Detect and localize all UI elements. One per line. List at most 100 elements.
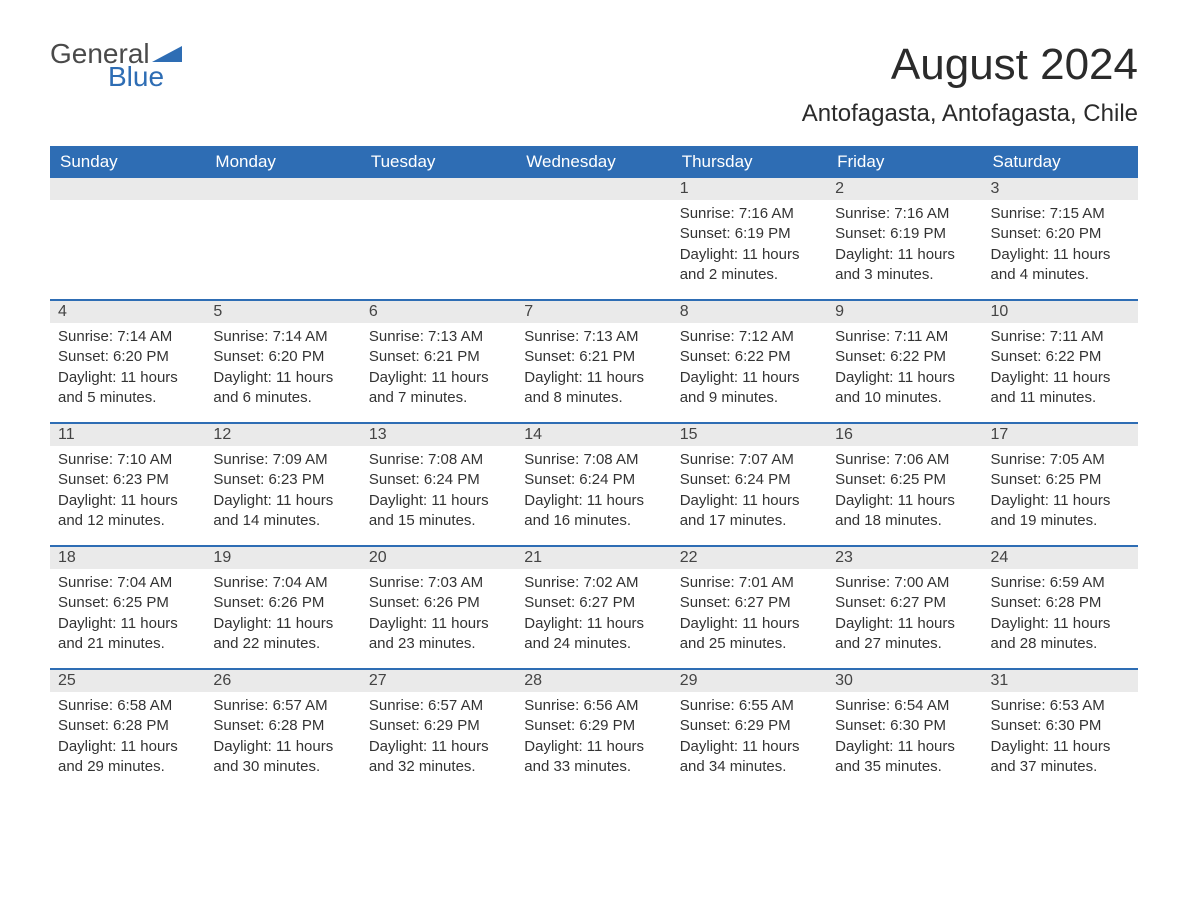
daylight-line: Daylight: 11 hours and 8 minutes. xyxy=(524,368,663,409)
calendar: Sunday Monday Tuesday Wednesday Thursday… xyxy=(50,146,1138,777)
daylight-line: Daylight: 11 hours and 2 minutes. xyxy=(680,245,819,286)
day-number: 6 xyxy=(361,301,516,323)
day-number: 27 xyxy=(361,670,516,692)
sunset-line: Sunset: 6:27 PM xyxy=(524,593,663,613)
sunset-line: Sunset: 6:24 PM xyxy=(680,470,819,490)
sunset-line: Sunset: 6:29 PM xyxy=(369,716,508,736)
daylight-line: Daylight: 11 hours and 35 minutes. xyxy=(835,737,974,778)
day-cell: 8Sunrise: 7:12 AMSunset: 6:22 PMDaylight… xyxy=(672,301,827,408)
sunrise-line: Sunrise: 7:16 AM xyxy=(835,204,974,224)
day-cell: 27Sunrise: 6:57 AMSunset: 6:29 PMDayligh… xyxy=(361,670,516,777)
daylight-line: Daylight: 11 hours and 14 minutes. xyxy=(213,491,352,532)
sunrise-line: Sunrise: 7:14 AM xyxy=(213,327,352,347)
sunset-line: Sunset: 6:19 PM xyxy=(835,224,974,244)
day-number: 24 xyxy=(983,547,1138,569)
week-row: 25Sunrise: 6:58 AMSunset: 6:28 PMDayligh… xyxy=(50,668,1138,777)
day-cell: 16Sunrise: 7:06 AMSunset: 6:25 PMDayligh… xyxy=(827,424,982,531)
header: General Blue August 2024 Antofagasta, An… xyxy=(50,40,1138,128)
day-cell: 4Sunrise: 7:14 AMSunset: 6:20 PMDaylight… xyxy=(50,301,205,408)
day-number: 30 xyxy=(827,670,982,692)
daylight-line: Daylight: 11 hours and 6 minutes. xyxy=(213,368,352,409)
month-title: August 2024 xyxy=(802,40,1138,90)
daylight-line: Daylight: 11 hours and 23 minutes. xyxy=(369,614,508,655)
sunrise-line: Sunrise: 7:00 AM xyxy=(835,573,974,593)
day-number: 7 xyxy=(516,301,671,323)
daylight-line: Daylight: 11 hours and 30 minutes. xyxy=(213,737,352,778)
day-body: Sunrise: 7:02 AMSunset: 6:27 PMDaylight:… xyxy=(516,569,671,654)
day-number: 23 xyxy=(827,547,982,569)
day-body: Sunrise: 7:09 AMSunset: 6:23 PMDaylight:… xyxy=(205,446,360,531)
sunrise-line: Sunrise: 6:59 AM xyxy=(991,573,1130,593)
day-body xyxy=(516,200,671,280)
day-body xyxy=(361,200,516,280)
sunrise-line: Sunrise: 7:14 AM xyxy=(58,327,197,347)
sunrise-line: Sunrise: 7:05 AM xyxy=(991,450,1130,470)
daylight-line: Daylight: 11 hours and 12 minutes. xyxy=(58,491,197,532)
day-number: 21 xyxy=(516,547,671,569)
sunrise-line: Sunrise: 7:02 AM xyxy=(524,573,663,593)
day-cell xyxy=(205,178,360,285)
daylight-line: Daylight: 11 hours and 5 minutes. xyxy=(58,368,197,409)
day-body: Sunrise: 7:04 AMSunset: 6:25 PMDaylight:… xyxy=(50,569,205,654)
day-cell: 11Sunrise: 7:10 AMSunset: 6:23 PMDayligh… xyxy=(50,424,205,531)
sunrise-line: Sunrise: 6:58 AM xyxy=(58,696,197,716)
day-body: Sunrise: 7:08 AMSunset: 6:24 PMDaylight:… xyxy=(516,446,671,531)
day-body: Sunrise: 7:03 AMSunset: 6:26 PMDaylight:… xyxy=(361,569,516,654)
day-number xyxy=(205,178,360,200)
day-body: Sunrise: 7:13 AMSunset: 6:21 PMDaylight:… xyxy=(361,323,516,408)
sunset-line: Sunset: 6:28 PM xyxy=(58,716,197,736)
sunset-line: Sunset: 6:19 PM xyxy=(680,224,819,244)
day-number xyxy=(50,178,205,200)
weekday-header: Thursday xyxy=(672,146,827,178)
day-cell: 5Sunrise: 7:14 AMSunset: 6:20 PMDaylight… xyxy=(205,301,360,408)
sunset-line: Sunset: 6:25 PM xyxy=(835,470,974,490)
day-cell: 24 Sunrise: 6:59 AMSunset: 6:28 PMDayligh… xyxy=(983,547,1138,654)
day-cell: 26Sunrise: 6:57 AMSunset: 6:28 PMDayligh… xyxy=(205,670,360,777)
sunset-line: Sunset: 6:23 PM xyxy=(58,470,197,490)
day-body: Sunrise: 7:11 AMSunset: 6:22 PMDaylight:… xyxy=(827,323,982,408)
sunset-line: Sunset: 6:20 PM xyxy=(213,347,352,367)
sunrise-line: Sunrise: 7:12 AM xyxy=(680,327,819,347)
day-cell: 21Sunrise: 7:02 AMSunset: 6:27 PMDayligh… xyxy=(516,547,671,654)
sunrise-line: Sunrise: 7:13 AM xyxy=(524,327,663,347)
sunrise-line: Sunrise: 7:07 AM xyxy=(680,450,819,470)
title-block: August 2024 Antofagasta, Antofagasta, Ch… xyxy=(802,40,1138,128)
day-number xyxy=(361,178,516,200)
day-number: 28 xyxy=(516,670,671,692)
sunset-line: Sunset: 6:28 PM xyxy=(991,593,1130,613)
week-row: 4Sunrise: 7:14 AMSunset: 6:20 PMDaylight… xyxy=(50,299,1138,408)
week-row: 11Sunrise: 7:10 AMSunset: 6:23 PMDayligh… xyxy=(50,422,1138,531)
day-number: 17 xyxy=(983,424,1138,446)
sunset-line: Sunset: 6:24 PM xyxy=(369,470,508,490)
sunset-line: Sunset: 6:28 PM xyxy=(213,716,352,736)
day-number: 15 xyxy=(672,424,827,446)
day-body: Sunrise: 6:54 AMSunset: 6:30 PMDaylight:… xyxy=(827,692,982,777)
day-number: 2 xyxy=(827,178,982,200)
day-body: Sunrise: 7:04 AMSunset: 6:26 PMDaylight:… xyxy=(205,569,360,654)
day-body: Sunrise: 7:11 AMSunset: 6:22 PMDaylight:… xyxy=(983,323,1138,408)
day-number: 18 xyxy=(50,547,205,569)
day-number: 9 xyxy=(827,301,982,323)
daylight-line: Daylight: 11 hours and 21 minutes. xyxy=(58,614,197,655)
sunset-line: Sunset: 6:21 PM xyxy=(524,347,663,367)
day-number: 31 xyxy=(983,670,1138,692)
day-body: Sunrise: 7:01 AMSunset: 6:27 PMDaylight:… xyxy=(672,569,827,654)
day-body: Sunrise: 7:10 AMSunset: 6:23 PMDaylight:… xyxy=(50,446,205,531)
sunset-line: Sunset: 6:27 PM xyxy=(835,593,974,613)
daylight-line: Daylight: 11 hours and 17 minutes. xyxy=(680,491,819,532)
weekday-header: Friday xyxy=(827,146,982,178)
day-cell: 7 Sunrise: 7:13 AMSunset: 6:21 PMDaylight… xyxy=(516,301,671,408)
day-body: Sunrise: 6:57 AMSunset: 6:28 PMDaylight:… xyxy=(205,692,360,777)
sunset-line: Sunset: 6:23 PM xyxy=(213,470,352,490)
day-body: Sunrise: 6:53 AMSunset: 6:30 PMDaylight:… xyxy=(983,692,1138,777)
day-cell: 14Sunrise: 7:08 AMSunset: 6:24 PMDayligh… xyxy=(516,424,671,531)
sunrise-line: Sunrise: 7:08 AM xyxy=(524,450,663,470)
day-number: 12 xyxy=(205,424,360,446)
daylight-line: Daylight: 11 hours and 24 minutes. xyxy=(524,614,663,655)
daylight-line: Daylight: 11 hours and 28 minutes. xyxy=(991,614,1130,655)
sunrise-line: Sunrise: 7:03 AM xyxy=(369,573,508,593)
daylight-line: Daylight: 11 hours and 27 minutes. xyxy=(835,614,974,655)
day-body: Sunrise: 6:56 AMSunset: 6:29 PMDaylight:… xyxy=(516,692,671,777)
sunset-line: Sunset: 6:25 PM xyxy=(991,470,1130,490)
day-number: 8 xyxy=(672,301,827,323)
